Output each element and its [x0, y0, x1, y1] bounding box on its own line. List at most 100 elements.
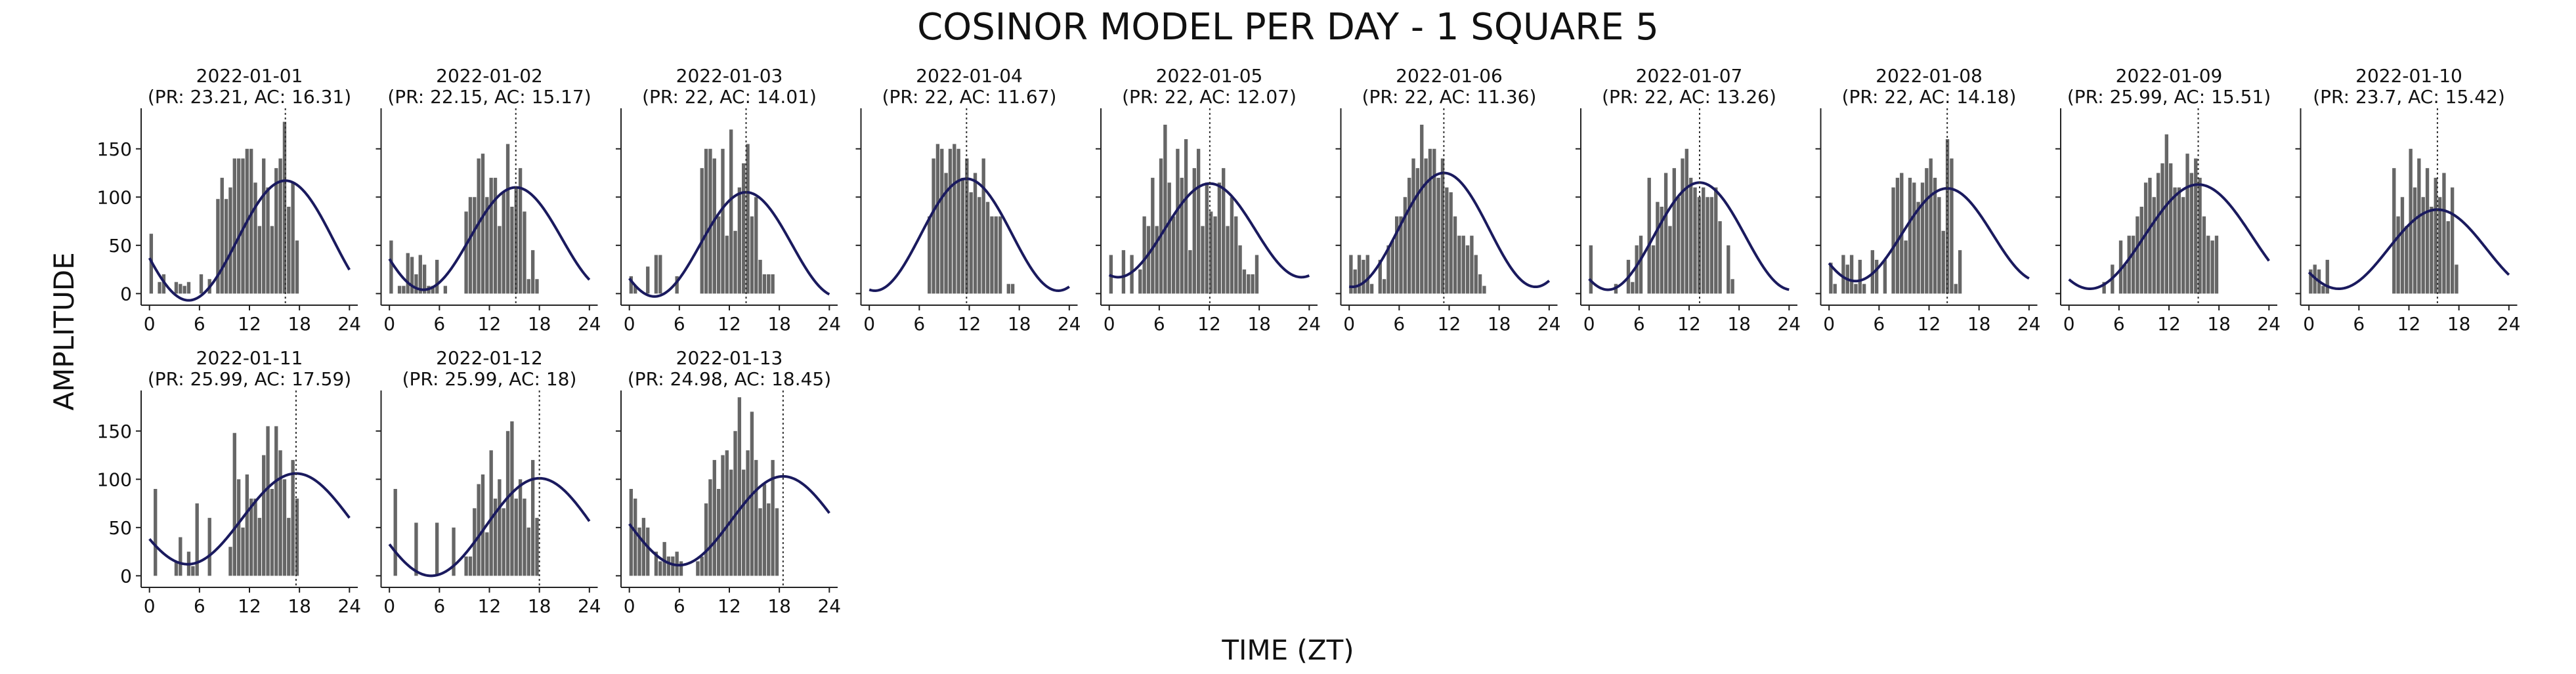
bar: [1829, 263, 1833, 294]
x-tick-label: 6: [194, 313, 205, 335]
cosinor-curve: [388, 476, 591, 578]
bar: [1407, 177, 1411, 294]
x-tick-label: 18: [1488, 313, 1511, 335]
x-tick-label: 6: [2353, 313, 2365, 335]
bar: [1693, 187, 1697, 294]
bar: [2405, 226, 2409, 294]
bar: [207, 518, 211, 576]
bar: [679, 561, 683, 576]
bar: [1833, 284, 1837, 294]
bar: [481, 474, 485, 576]
bar: [2421, 197, 2425, 294]
bar: [932, 158, 935, 294]
bar: [637, 527, 641, 576]
cosinor-curve: [1588, 181, 1790, 291]
bar: [716, 216, 721, 294]
x-tick-label: 18: [2447, 313, 2471, 335]
bar: [287, 518, 291, 576]
bar: [1217, 182, 1222, 294]
bar: [1656, 201, 1660, 294]
panel-2022-01-03: 2022-01-03(PR: 22, AC: 14.01) 0 6 12 18 24: [616, 65, 841, 335]
bar: [1365, 255, 1369, 294]
panel-2022-01-07: 2022-01-07(PR: 22, AC: 13.26) 0 6 12 18 24: [1576, 65, 1801, 335]
x-tick-label: 18: [2207, 313, 2231, 335]
bar: [666, 556, 671, 576]
bar: [418, 255, 422, 294]
bar: [1251, 274, 1255, 294]
bar: [2309, 269, 2313, 294]
bar: [721, 148, 725, 294]
bar: [179, 537, 182, 576]
bar: [1130, 255, 1134, 294]
bar: [1841, 255, 1845, 294]
bar: [712, 459, 716, 576]
bar: [646, 527, 650, 576]
bar: [1470, 236, 1474, 294]
bar: [158, 282, 161, 294]
y-tick-label: 0: [120, 565, 132, 587]
bar: [518, 168, 523, 294]
bar: [535, 279, 539, 294]
bar: [1925, 168, 1929, 294]
bar: [654, 551, 658, 576]
bar-series: [1109, 125, 1259, 294]
bar: [742, 469, 746, 576]
bar: [523, 211, 526, 294]
bar: [712, 158, 716, 294]
bar: [295, 498, 299, 576]
bar: [1403, 197, 1407, 294]
cosinor-curve: [628, 474, 830, 567]
bar: [1420, 125, 1424, 294]
bar: [526, 527, 530, 576]
bar: [2455, 264, 2458, 294]
x-tick-label: 18: [528, 313, 551, 335]
cosinor-curve: [2308, 208, 2510, 291]
bar: [402, 285, 406, 294]
x-tick-label: 24: [578, 595, 601, 617]
bar: [266, 426, 270, 576]
panel-2022-01-11: 2022-01-11(PR: 25.99, AC: 17.59) 0 6 12 18 24…: [97, 347, 362, 617]
bar: [2156, 173, 2160, 294]
y-axis-label: AMPLITUDE: [48, 252, 80, 410]
bar: [174, 561, 179, 576]
panel-stats-title: (PR: 22, AC: 13.26): [1602, 86, 1776, 108]
bar: [2148, 177, 2152, 294]
bar: [1146, 226, 1151, 294]
bar: [969, 192, 973, 294]
bar-series: [154, 426, 299, 576]
bar: [535, 518, 539, 576]
bar: [1184, 139, 1188, 294]
x-tick-label: 0: [144, 595, 156, 617]
panel-date-title: 2022-01-02: [436, 65, 543, 87]
x-tick-label: 0: [144, 313, 156, 335]
bar: [199, 274, 204, 294]
bar: [654, 255, 658, 294]
bar: [2437, 197, 2442, 294]
bar: [675, 551, 679, 576]
bar: [414, 274, 418, 294]
panel-date-title: 2022-01-04: [916, 65, 1023, 87]
bar: [1474, 255, 1478, 294]
bar: [775, 508, 779, 576]
x-tick-label: 0: [1583, 313, 1595, 335]
bar: [228, 187, 232, 294]
bar: [1635, 245, 1639, 294]
x-tick-label: 18: [767, 595, 791, 617]
bar: [2417, 158, 2421, 294]
bar: [485, 197, 489, 294]
bar: [1954, 284, 1958, 294]
x-tick-label: 18: [528, 595, 551, 617]
bar: [1399, 216, 1403, 294]
bar: [1457, 236, 1461, 294]
bar: [1945, 139, 1950, 294]
bar: [973, 173, 977, 294]
bar: [1180, 177, 1184, 294]
cosinor-curve: [388, 186, 591, 291]
bar: [1916, 201, 1920, 294]
bar: [1651, 245, 1656, 294]
bar: [1209, 211, 1213, 294]
bar: [737, 397, 742, 576]
bar: [629, 489, 633, 576]
x-tick-label: 12: [2397, 313, 2421, 335]
panel-date-title: 2022-01-06: [1396, 65, 1503, 87]
